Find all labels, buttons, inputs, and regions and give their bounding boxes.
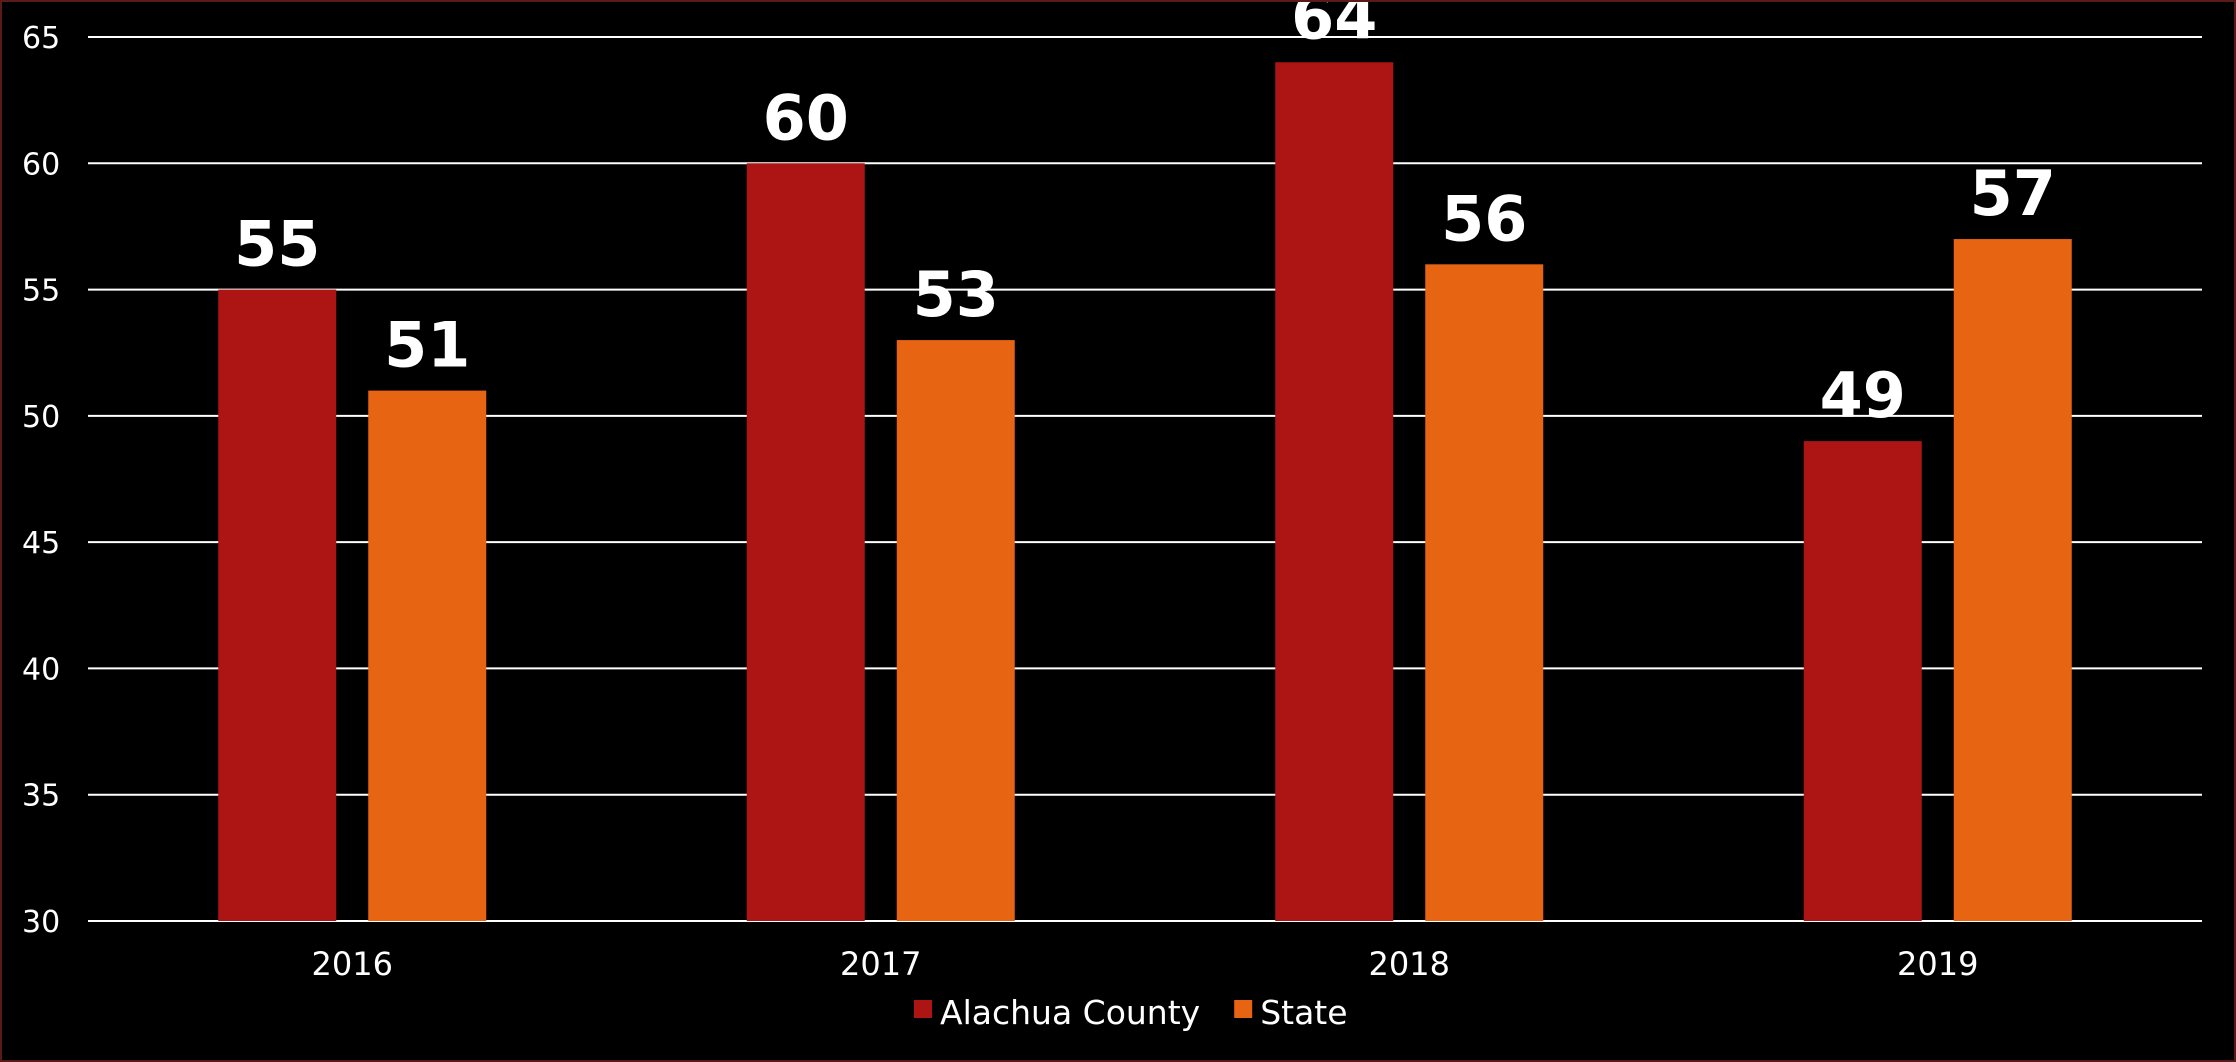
legend-label-state: State bbox=[1260, 993, 1347, 1032]
bar-state-2018 bbox=[1425, 264, 1544, 921]
y-axis-tick-labels: 30 35 40 45 50 55 60 65 bbox=[22, 21, 60, 940]
bar-alachua-county-2016 bbox=[218, 289, 337, 922]
bar-state-2019 bbox=[1953, 239, 2072, 922]
data-label: 64 bbox=[1291, 2, 1377, 53]
data-label: 57 bbox=[1970, 157, 2056, 230]
x-tick-label: 2017 bbox=[840, 945, 921, 983]
bar-state-2017 bbox=[896, 340, 1015, 922]
y-tick-label: 65 bbox=[22, 21, 60, 56]
y-tick-label: 60 bbox=[22, 147, 60, 182]
y-tick-label: 50 bbox=[22, 400, 60, 435]
bar-state-2016 bbox=[368, 390, 487, 922]
data-label: 49 bbox=[1820, 359, 1906, 432]
data-label: 56 bbox=[1441, 182, 1527, 255]
data-label: 53 bbox=[913, 258, 999, 331]
x-axis-tick-labels: 2016 2017 2018 2019 bbox=[312, 945, 1979, 983]
legend-label-alachua-county: Alachua County bbox=[940, 993, 1200, 1032]
data-labels: 55 51 60 53 64 56 49 57 bbox=[234, 2, 2056, 432]
x-tick-label: 2018 bbox=[1369, 945, 1450, 983]
legend: Alachua County State bbox=[914, 993, 1348, 1032]
bar-alachua-county-2018 bbox=[1275, 62, 1394, 921]
data-label: 55 bbox=[234, 208, 320, 281]
bars bbox=[218, 62, 2072, 922]
data-label: 60 bbox=[763, 81, 849, 154]
y-tick-label: 40 bbox=[22, 652, 60, 687]
y-tick-label: 45 bbox=[22, 526, 60, 561]
x-tick-label: 2019 bbox=[1897, 945, 1978, 983]
y-tick-label: 55 bbox=[22, 274, 60, 309]
data-label: 51 bbox=[384, 309, 470, 382]
bar-alachua-county-2017 bbox=[746, 163, 865, 922]
bar-alachua-county-2019 bbox=[1803, 441, 1922, 921]
legend-swatch-alachua-county bbox=[914, 1000, 932, 1018]
y-tick-label: 35 bbox=[22, 779, 60, 814]
y-tick-label: 30 bbox=[22, 905, 60, 940]
x-tick-label: 2016 bbox=[312, 945, 393, 983]
legend-swatch-state bbox=[1234, 1000, 1253, 1018]
